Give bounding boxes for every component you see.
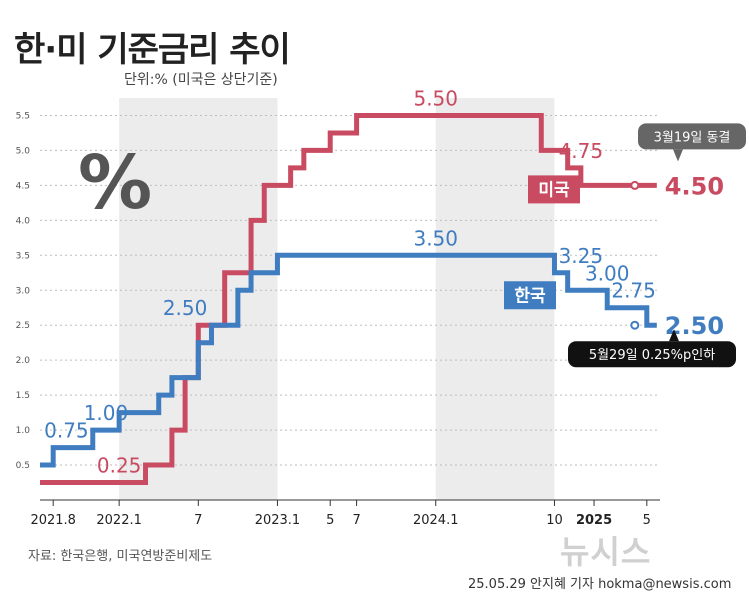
data-label: 4.75 (559, 139, 604, 163)
y-tick-label: 2.5 (16, 321, 30, 331)
x-tick-label: 2024.1 (413, 513, 459, 528)
percent-symbol-icon: % (78, 140, 152, 226)
credit-line: 25.05.29 안지혜 기자 hokma@newsis.com (468, 577, 732, 592)
source-note: 자료: 한국은행, 미국연방준비제도 (28, 549, 213, 564)
x-tick-label: 2025 (576, 513, 612, 528)
legend-box (504, 281, 556, 310)
data-label: 3.25 (559, 244, 604, 268)
y-tick-label: 5.0 (16, 146, 31, 156)
y-tick-label: 3.0 (16, 286, 31, 296)
data-label: 0.75 (44, 419, 89, 443)
page-title: 한·미 기준금리 추이 (14, 30, 291, 70)
shaded-band-0 (119, 98, 278, 500)
data-label: 2.75 (611, 279, 656, 303)
callout-text: 3월19일 동결 (654, 130, 731, 145)
watermark-logo: 뉴시스 (560, 533, 652, 571)
data-label: 2.50 (163, 296, 208, 320)
series-line-kr (40, 252, 657, 468)
y-tick-label: 4.0 (16, 216, 31, 226)
legend-label: 한국 (514, 286, 546, 306)
x-tick-label: 2022.1 (96, 513, 142, 528)
x-tick-label: 2023.1 (255, 513, 301, 528)
series-line-us (40, 112, 657, 486)
y-tick-label: 5.5 (16, 111, 30, 121)
y-tick-label: 2.0 (16, 356, 31, 366)
x-tick-label: 7 (352, 513, 360, 528)
x-tick-label: 5 (643, 513, 651, 528)
legend-box (528, 175, 580, 204)
y-tick-label: 4.5 (16, 181, 30, 191)
y-tick-label: 0.5 (16, 461, 30, 471)
end-value-label: 4.50 (665, 172, 724, 200)
unit-note: 단위:% (미국은 상단기준) (124, 72, 278, 88)
x-tick-label: 7 (194, 513, 202, 528)
callout-pointer (669, 329, 679, 342)
x-tick-label: 10 (546, 513, 563, 528)
data-label: 1.00 (84, 401, 129, 425)
series-end-marker (630, 180, 640, 190)
x-tick-label: 5 (326, 513, 334, 528)
callout-box (638, 123, 746, 150)
callout-text: 5월29일 0.25%p인하 (589, 348, 715, 363)
y-tick-label: 1.5 (16, 391, 30, 401)
legend-label: 미국 (538, 180, 570, 200)
data-label: 3.00 (585, 261, 630, 285)
rate-chart: 0.5 1.0 1.5 2.0 2.5 3.0 3.5 4.0 4.5 5.0 5.5 2021.8… (16, 86, 746, 528)
y-tick-label: 3.5 (16, 251, 30, 261)
y-tick-label: 1.0 (16, 426, 31, 436)
data-label: 0.25 (97, 454, 142, 478)
x-tick-label: 2021.8 (30, 513, 76, 528)
series-end-marker (630, 320, 640, 330)
callout-pointer (673, 149, 683, 162)
callout-box (568, 341, 736, 368)
data-label: 3.50 (413, 226, 458, 250)
data-label: 5.50 (413, 86, 458, 110)
